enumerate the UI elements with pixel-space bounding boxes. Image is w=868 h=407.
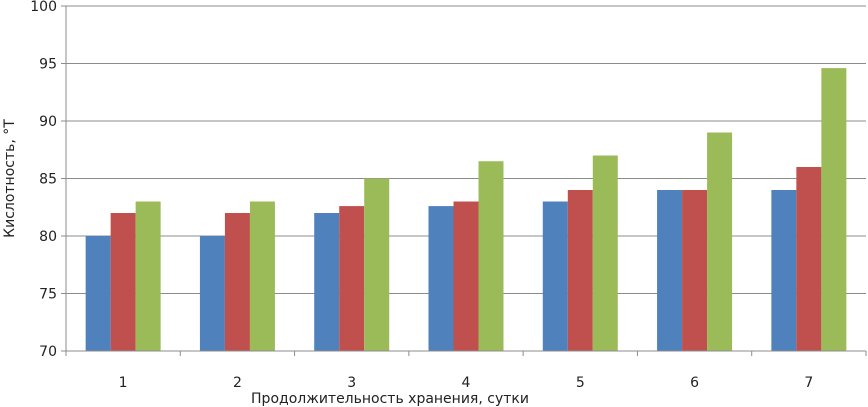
bar — [110, 213, 136, 351]
y-tick-label: 95 — [39, 57, 57, 73]
bar — [135, 201, 161, 351]
bar — [796, 167, 822, 351]
x-axis-ticks: 1 2 3 4 5 6 7 — [65, 351, 867, 391]
bar — [592, 155, 618, 351]
bar — [199, 236, 225, 351]
bar — [567, 190, 593, 351]
x-tick-label: 2 — [233, 375, 242, 391]
bar — [453, 201, 479, 351]
bar — [707, 132, 733, 351]
bar — [85, 236, 111, 351]
x-tick-label: 7 — [804, 375, 813, 391]
x-tick-label: 6 — [690, 375, 699, 391]
bar — [542, 201, 568, 351]
y-tick-label: 70 — [39, 344, 57, 360]
y-tick-label: 85 — [39, 172, 57, 188]
bar — [657, 190, 683, 351]
y-axis-title: Кислотность, °Т — [2, 119, 18, 238]
x-tick-label: 1 — [119, 375, 128, 391]
bar — [364, 178, 390, 351]
bar — [249, 201, 275, 351]
bar — [771, 190, 797, 351]
y-axis-ticks: 70 75 80 85 90 95 100 — [30, 0, 66, 360]
bar — [428, 206, 454, 351]
bar — [682, 190, 708, 351]
bar — [314, 213, 340, 351]
bars — [85, 68, 847, 351]
x-axis-title: Продолжительность хранения, сутки — [251, 391, 529, 407]
x-tick-label: 4 — [462, 375, 471, 391]
y-tick-label: 75 — [39, 287, 57, 303]
bar — [224, 213, 250, 351]
bar — [339, 206, 365, 351]
y-tick-label: 90 — [39, 114, 57, 130]
x-tick-label: 5 — [576, 375, 585, 391]
bar — [821, 68, 847, 351]
y-tick-label: 100 — [30, 0, 57, 15]
y-tick-label: 80 — [39, 229, 57, 245]
bar — [478, 161, 504, 351]
x-tick-label: 3 — [347, 375, 356, 391]
